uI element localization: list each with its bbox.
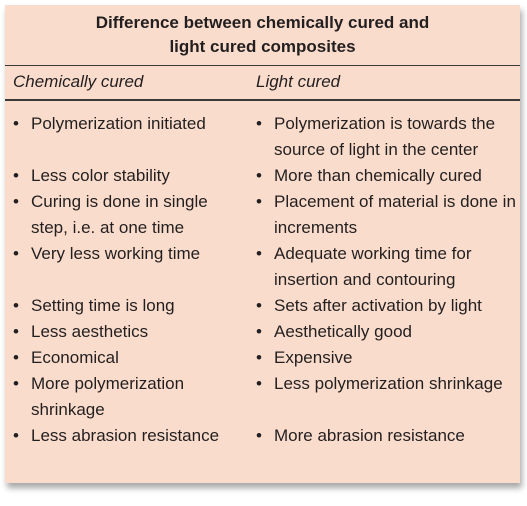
table-cell: Polymerization initiated [5, 100, 248, 163]
comparison-table: Chemically cured Light cured Polymerizat… [5, 66, 520, 449]
table-cell: Less aesthetics [5, 319, 248, 345]
table-row: More polymerization shrinkageLess polyme… [5, 371, 520, 423]
bullet-item: Expensive [248, 345, 520, 371]
table-cell: Adequate working time for insertion and … [248, 241, 520, 293]
table-cell: Economical [5, 345, 248, 371]
table-cell: Aesthetically good [248, 319, 520, 345]
table-cell: Less color stability [5, 163, 248, 189]
bullet-item: Less abrasion resistance [5, 423, 248, 449]
table-row: Less abrasion resistanceMore abrasion re… [5, 423, 520, 449]
table-row: Setting time is longSets after activatio… [5, 293, 520, 319]
table-row: Less color stabilityMore than chemically… [5, 163, 520, 189]
bullet-item: Adequate working time for insertion and … [248, 241, 520, 293]
table-cell: Less polymerization shrinkage [248, 371, 520, 423]
bullet-item: Polymerization is towards the source of … [248, 111, 520, 163]
bullet-item: Aesthetically good [248, 319, 520, 345]
table-row: Polymerization initiatedPolymerization i… [5, 100, 520, 163]
table-row: Very less working timeAdequate working t… [5, 241, 520, 293]
table-cell: Polymerization is towards the source of … [248, 100, 520, 163]
bullet-item: Less color stability [5, 163, 248, 189]
bullet-item: Less aesthetics [5, 319, 248, 345]
bullet-item: Polymerization initiated [5, 111, 248, 137]
table-cell: More abrasion resistance [248, 423, 520, 449]
table-cell: Expensive [248, 345, 520, 371]
table-row: Less aestheticsAesthetically good [5, 319, 520, 345]
bullet-item: More polymerization shrinkage [5, 371, 248, 423]
table-body: Polymerization initiatedPolymerization i… [5, 100, 520, 449]
table-cell: Very less working time [5, 241, 248, 293]
header-row: Chemically cured Light cured [5, 66, 520, 101]
table-title: Difference between chemically cured and … [95, 13, 430, 56]
bullet-item: Less polymerization shrinkage [248, 371, 520, 397]
table-row: EconomicalExpensive [5, 345, 520, 371]
bullet-item: More abrasion resistance [248, 423, 520, 449]
table-cell: Setting time is long [5, 293, 248, 319]
bullet-item: More than chemically cured [248, 163, 520, 189]
table-cell: Placement of material is done in increme… [248, 189, 520, 241]
rule [5, 65, 520, 66]
bullet-item: Placement of material is done in increme… [248, 189, 520, 241]
table-cell: More than chemically cured [248, 163, 520, 189]
table-cell: Sets after activation by light [248, 293, 520, 319]
table-cell: Less abrasion resistance [5, 423, 248, 449]
bullet-item: Setting time is long [5, 293, 248, 319]
bullet-item: Economical [5, 345, 248, 371]
comparison-box: Difference between chemically cured and … [5, 5, 520, 483]
bullet-item: Sets after activation by light [248, 293, 520, 319]
bullet-item: Curing is done in single step, i.e. at o… [5, 189, 248, 241]
column-header: Light cured [248, 66, 520, 101]
table-row: Curing is done in single step, i.e. at o… [5, 189, 520, 241]
bullet-item: Very less working time [5, 241, 248, 267]
table-cell: Curing is done in single step, i.e. at o… [5, 189, 248, 241]
column-header: Chemically cured [5, 66, 248, 101]
table-cell: More polymerization shrinkage [5, 371, 248, 423]
